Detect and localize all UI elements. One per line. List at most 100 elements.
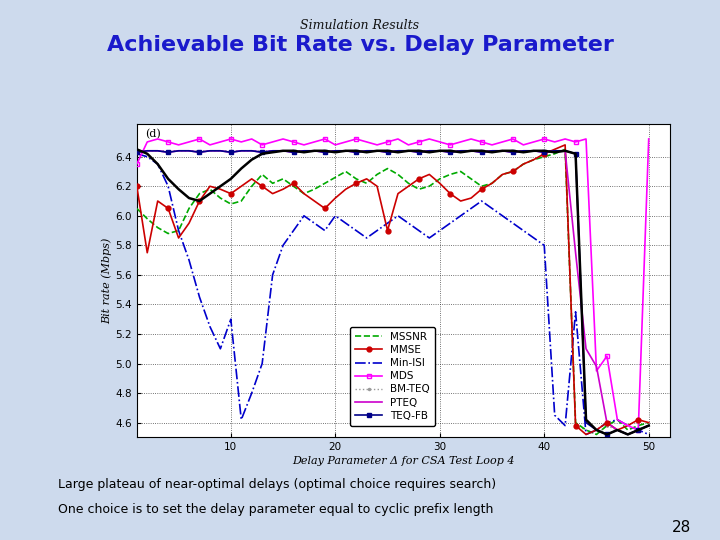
MSSNR [258,171,266,178]
MMSE [164,205,173,212]
TEQ-FB [320,149,329,156]
Min-ISI [498,213,507,219]
TEQ-FB [258,149,266,156]
MDS [300,141,308,148]
Text: Achievable Bit Rate vs. Delay Parameter: Achievable Bit Rate vs. Delay Parameter [107,35,613,55]
TEQ-FB [592,427,600,433]
TEQ-FB [603,431,611,438]
TEQ-FB [352,149,361,156]
PTEQ [373,147,382,154]
BM-TEQ [603,422,611,429]
BM-TEQ [331,147,340,154]
TEQ-FB [174,147,183,154]
MSSNR [248,183,256,190]
BM-TEQ [519,147,528,154]
Min-ISI [561,422,570,429]
Text: (d): (d) [145,129,161,139]
PTEQ [582,346,590,352]
TEQ-FB [279,147,287,154]
Min-ISI [153,161,162,167]
TEQ-FB [540,149,549,156]
MSSNR [592,431,600,438]
TEQ-FB [310,147,319,154]
TEQ-FB [404,147,413,154]
TEQ-FB [373,147,382,154]
PTEQ [550,147,559,154]
TEQ-FB [571,151,580,157]
BM-TEQ [456,147,465,154]
MDS [153,136,162,142]
TEQ-FB [237,147,246,154]
MSSNR [153,225,162,231]
BM-TEQ [206,147,215,154]
MMSE [498,171,507,178]
TEQ-FB [362,147,371,154]
MMSE [550,146,559,153]
MSSNR [269,180,277,186]
BM-TEQ [624,431,632,438]
PTEQ [195,149,204,156]
BM-TEQ [487,147,496,154]
MMSE [446,191,454,197]
Line: MDS: MDS [137,139,649,430]
BM-TEQ [279,147,287,154]
Min-ISI [529,235,538,241]
MSSNR [237,198,246,204]
PTEQ [456,147,465,154]
BM-TEQ [174,147,183,154]
Min-ISI [269,272,277,278]
TEQ-FB [436,147,444,154]
MSSNR [331,174,340,180]
MDS [279,136,287,142]
MDS [331,141,340,148]
PTEQ [143,147,152,154]
BM-TEQ [446,147,454,154]
BM-TEQ [289,147,298,154]
PTEQ [529,147,538,154]
MDS [237,139,246,145]
MDS [216,139,225,145]
TEQ-FB [132,149,141,156]
PTEQ [561,147,570,154]
BM-TEQ [529,147,538,154]
TEQ-FB [644,422,653,429]
BM-TEQ [195,147,204,154]
MMSE [644,420,653,426]
MDS [362,139,371,145]
MMSE [362,176,371,182]
Min-ISI [487,205,496,212]
MMSE [373,183,382,190]
Line: BM-TEQ: BM-TEQ [137,151,649,435]
BM-TEQ [216,147,225,154]
PTEQ [477,149,486,156]
MMSE [227,191,235,197]
MDS [550,139,559,145]
Text: One choice is to set the delay parameter equal to cyclic prefix length: One choice is to set the delay parameter… [58,503,493,516]
TEQ-FB [467,147,475,154]
MDS [352,136,361,142]
PTEQ [227,149,235,156]
MMSE [624,422,632,429]
TEQ-FB [456,147,465,154]
MDS [436,139,444,145]
PTEQ [425,147,433,154]
MSSNR [404,180,413,186]
BM-TEQ [164,147,173,154]
MSSNR [603,422,611,429]
BM-TEQ [248,147,256,154]
MSSNR [550,151,559,157]
MMSE [529,157,538,163]
MDS [456,139,465,145]
MDS [540,136,549,142]
MDS [467,136,475,142]
Min-ISI [373,227,382,234]
PTEQ [216,147,225,154]
MMSE [289,180,298,186]
Min-ISI [404,220,413,226]
MMSE [237,183,246,190]
MMSE [216,186,225,192]
MDS [425,136,433,142]
PTEQ [237,147,246,154]
MDS [529,139,538,145]
Min-ISI [331,213,340,219]
